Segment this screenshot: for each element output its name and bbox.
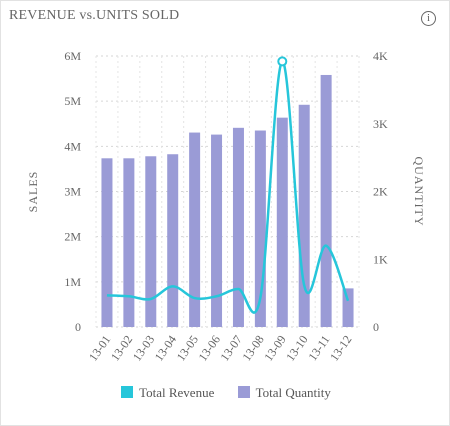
chart-title: REVENUE vs.UNITS SOLD — [9, 8, 180, 23]
x-tick-13-11: 13-11 — [305, 333, 332, 364]
revenue-point-13-09 — [277, 56, 288, 67]
bar-13-03 — [145, 156, 157, 327]
bar-13-09 — [276, 117, 288, 327]
legend-item-revenue[interactable]: Total Revenue — [121, 385, 214, 401]
chart-legend: Total Revenue Total Quantity — [1, 385, 450, 401]
x-tick-13-04: 13-04 — [152, 333, 180, 364]
bar-13-06 — [211, 134, 223, 327]
y-tick-left: 2M — [64, 230, 81, 244]
y-tick-right: 3K — [373, 117, 388, 131]
bar-13-11 — [320, 74, 332, 327]
x-tick-13-01: 13-01 — [86, 333, 114, 364]
legend-swatch-quantity — [237, 386, 250, 398]
legend-item-quantity[interactable]: Total Quantity — [237, 385, 331, 401]
x-tick-13-02: 13-02 — [108, 333, 136, 364]
x-tick-13-10: 13-10 — [283, 333, 311, 364]
x-tick-13-08: 13-08 — [239, 333, 267, 364]
y-tick-left: 5M — [64, 94, 81, 108]
y-tick-left: 0 — [75, 320, 81, 334]
bar-13-08 — [254, 130, 266, 327]
bar-13-12 — [342, 288, 354, 327]
bar-13-07 — [232, 127, 244, 327]
x-tick-13-09: 13-09 — [261, 333, 289, 364]
info-icon[interactable]: i — [421, 11, 436, 26]
x-tick-13-12: 13-12 — [327, 333, 355, 364]
y-axis-title-right: QUANTITY — [412, 157, 426, 227]
legend-label-quantity: Total Quantity — [255, 385, 331, 400]
bar-13-01 — [101, 158, 113, 327]
y-tick-right: 4K — [373, 49, 388, 63]
chart-plot: 0 1M 2M 3M 4M 5M 6M 0 1K 2K 3K 4K SALES QUANTITY 13-01… — [26, 49, 426, 364]
legend-swatch-revenue — [121, 386, 134, 398]
y-tick-left: 3M — [64, 185, 81, 199]
bar-13-04 — [167, 154, 179, 327]
y-axis-title-left: SALES — [26, 171, 40, 213]
bar-13-02 — [123, 158, 135, 327]
y-tick-right: 0 — [373, 320, 379, 334]
y-tick-left: 4M — [64, 139, 81, 153]
bar-13-10 — [298, 104, 310, 327]
x-tick-13-03: 13-03 — [130, 333, 158, 364]
y-tick-left: 6M — [64, 49, 81, 63]
y-tick-left: 1M — [64, 275, 81, 289]
y-tick-right: 1K — [373, 252, 388, 266]
legend-label-revenue: Total Revenue — [139, 385, 215, 400]
y-tick-right: 2K — [373, 185, 388, 199]
x-tick-13-05: 13-05 — [174, 333, 202, 364]
bar-13-05 — [189, 132, 201, 327]
x-tick-13-07: 13-07 — [217, 333, 245, 364]
revenue-line — [106, 60, 350, 314]
x-tick-13-06: 13-06 — [195, 333, 223, 364]
